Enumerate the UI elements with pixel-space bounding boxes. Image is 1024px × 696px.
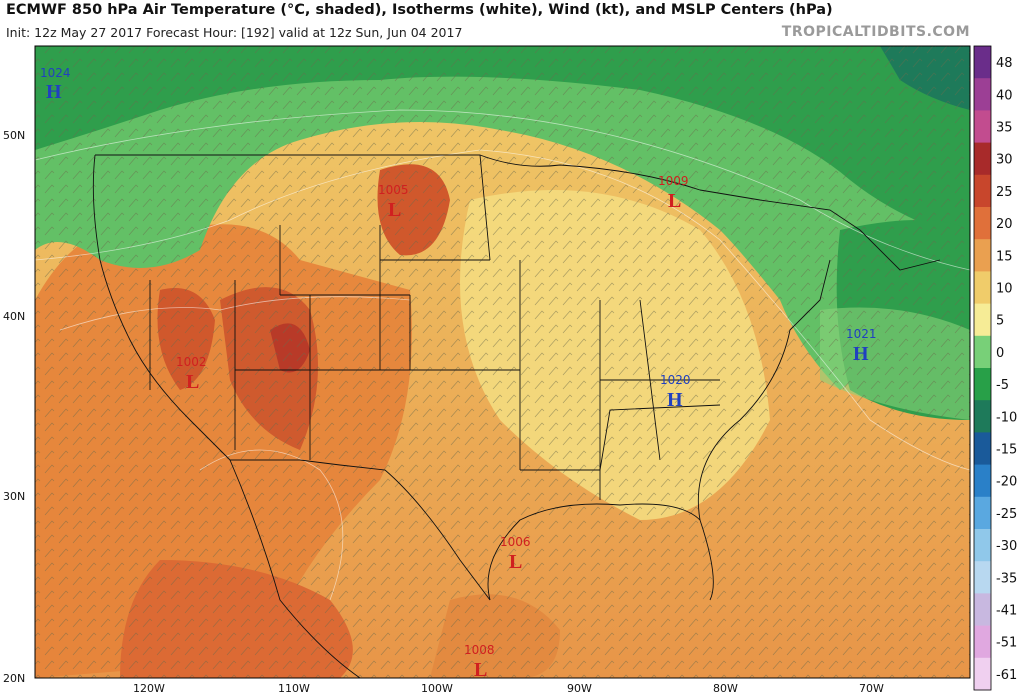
colorbar-swatch bbox=[974, 496, 991, 530]
colorbar-swatch bbox=[974, 432, 991, 466]
colorbar-swatch bbox=[974, 335, 991, 369]
colorbar-swatch bbox=[974, 400, 991, 433]
colorbar-swatch bbox=[974, 368, 991, 401]
pressure-letter: H bbox=[853, 343, 869, 365]
colorbar-label: -20 bbox=[996, 475, 1017, 490]
lat-label: 40N bbox=[3, 310, 25, 323]
high-center-1020: 1020 H bbox=[660, 373, 691, 411]
lon-label: 100W bbox=[421, 682, 453, 695]
colorbar-label: -10 bbox=[996, 410, 1017, 425]
colorbar-label: 30 bbox=[996, 153, 1013, 168]
colorbar-label: -51 bbox=[996, 636, 1017, 651]
pressure-value: 1006 bbox=[500, 535, 531, 549]
colorbar-swatch bbox=[974, 271, 991, 305]
colorbar-swatch bbox=[974, 303, 991, 337]
colorbar-swatch bbox=[974, 625, 991, 659]
lon-label: 120W bbox=[133, 682, 165, 695]
lon-label: 70W bbox=[859, 682, 884, 695]
low-center-1008: 1008 L bbox=[464, 643, 495, 681]
pressure-centers: 1024 H 1005 L 1009 L 1002 L 1021 H 1020 … bbox=[40, 66, 877, 681]
colorbar-label: -5 bbox=[996, 378, 1009, 393]
colorbar-label: -41 bbox=[996, 604, 1017, 619]
high-center-1021: 1021 H bbox=[846, 327, 877, 365]
colorbar-swatch bbox=[974, 464, 991, 498]
colorbar-label: -15 bbox=[996, 443, 1017, 458]
political-boundaries bbox=[92, 154, 941, 678]
colorbar-label: 10 bbox=[996, 282, 1013, 297]
colorbar-label: 40 bbox=[996, 88, 1013, 103]
colorbar-swatch bbox=[974, 46, 991, 79]
colorbar-swatch bbox=[974, 593, 991, 627]
map-title: ECMWF 850 hPa Air Temperature (°C, shade… bbox=[6, 2, 833, 18]
pressure-letter: H bbox=[46, 81, 62, 103]
pressure-value: 1005 bbox=[378, 183, 409, 197]
map-subtitle: Init: 12z May 27 2017 Forecast Hour: [19… bbox=[6, 25, 463, 40]
colorbar-label: -35 bbox=[996, 571, 1017, 586]
colorbar-swatch bbox=[974, 110, 991, 144]
low-center-1002: 1002 L bbox=[176, 355, 207, 393]
plot-frame bbox=[34, 45, 971, 679]
temperature-field bbox=[35, 46, 970, 678]
colorbar-swatch bbox=[974, 529, 991, 562]
lat-label: 30N bbox=[3, 490, 25, 503]
low-center-1005: 1005 L bbox=[378, 183, 409, 221]
latitude-axis: 50N 40N 30N 20N bbox=[3, 129, 25, 685]
lon-label: 90W bbox=[567, 682, 592, 695]
lon-label: 80W bbox=[713, 682, 738, 695]
pressure-letter: L bbox=[509, 551, 522, 573]
pressure-value: 1021 bbox=[846, 327, 877, 341]
high-center-1024: 1024 H bbox=[40, 66, 71, 103]
pressure-value: 1002 bbox=[176, 355, 207, 369]
source-credit: TROPICALTIDBITS.COM bbox=[781, 24, 970, 40]
lon-label: 110W bbox=[278, 682, 310, 695]
low-center-1009: 1009 L bbox=[658, 174, 689, 212]
colorbar-label: 0 bbox=[996, 346, 1004, 361]
colorbar-label: 15 bbox=[996, 249, 1013, 264]
colorbar-label: 25 bbox=[996, 185, 1013, 200]
colorbar-swatch bbox=[974, 207, 991, 240]
pressure-value: 1008 bbox=[464, 643, 495, 657]
colorbar-swatch bbox=[974, 78, 991, 111]
pressure-letter: L bbox=[474, 659, 487, 681]
colorbar-label: -30 bbox=[996, 539, 1017, 554]
colorbar-frame bbox=[973, 45, 992, 691]
longitude-axis: 120W 110W 100W 90W 80W 70W bbox=[133, 682, 884, 695]
pressure-letter: L bbox=[668, 190, 681, 212]
colorbar-label: 5 bbox=[996, 314, 1004, 329]
colorbar-swatch bbox=[974, 174, 991, 208]
colorbar-label: -61 bbox=[996, 668, 1017, 683]
colorbar-label: 35 bbox=[996, 121, 1013, 136]
colorbar-swatch bbox=[974, 142, 991, 176]
lat-label: 50N bbox=[3, 129, 25, 142]
colorbar-label: 48 bbox=[996, 56, 1013, 71]
lat-label: 20N bbox=[3, 672, 25, 685]
colorbar-swatch bbox=[974, 239, 991, 272]
colorbar-swatch bbox=[974, 561, 991, 594]
pressure-value: 1009 bbox=[658, 174, 689, 188]
colorbar-label: -25 bbox=[996, 507, 1017, 522]
pressure-letter: L bbox=[186, 371, 199, 393]
pressure-letter: L bbox=[388, 199, 401, 221]
low-center-1006: 1006 L bbox=[500, 535, 531, 573]
colorbar-label: 20 bbox=[996, 217, 1013, 232]
pressure-value: 1024 bbox=[40, 66, 71, 80]
pressure-value: 1020 bbox=[660, 373, 691, 387]
pressure-letter: H bbox=[667, 389, 683, 411]
colorbar-swatch bbox=[974, 657, 991, 691]
temperature-colorbar: 48 40 35 30 25 20 15 10 5 0 -5 -10 -15 -20 -25 -30 -35 -4… bbox=[973, 45, 1017, 691]
